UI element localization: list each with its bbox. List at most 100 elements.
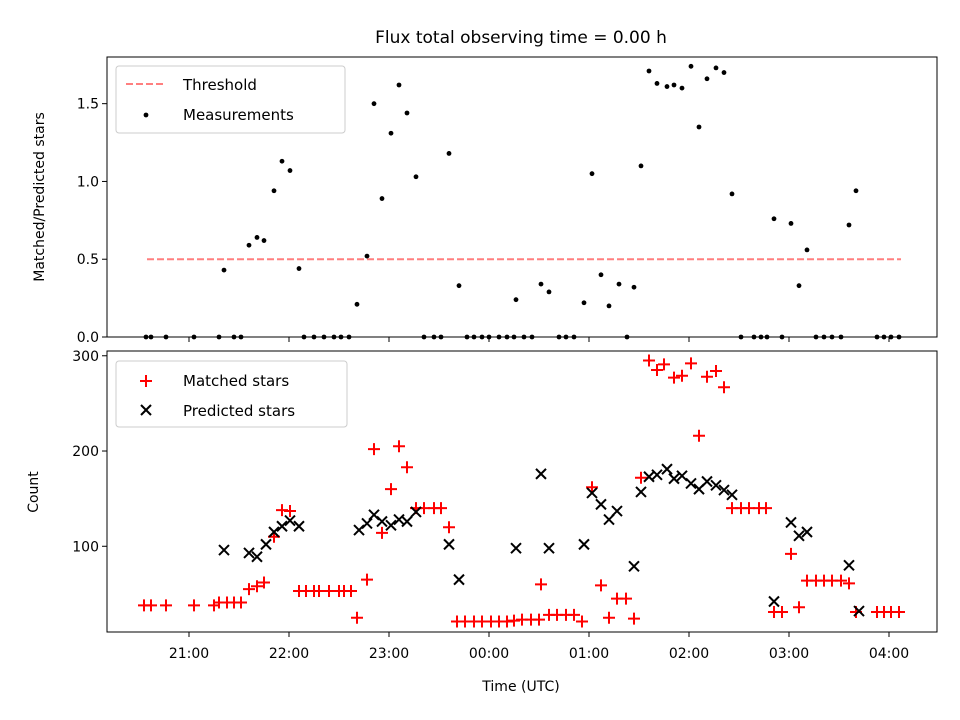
x-tick-label: 22:00 (269, 646, 309, 662)
matched-star-marker (576, 615, 588, 628)
predicted-star-marker (718, 484, 730, 496)
predicted-star-marker (793, 530, 805, 542)
predicted-legend-swatch (140, 404, 152, 416)
measurement-point (379, 196, 385, 201)
predicted-star-marker (385, 519, 397, 532)
measurement-point (606, 303, 612, 309)
matched-star-marker (435, 502, 447, 515)
predicted-star-marker (243, 547, 255, 559)
x-tick-label: 21:00 (169, 646, 209, 662)
measurement-point (688, 63, 694, 69)
matched-star-marker (658, 358, 670, 371)
predicted-star-marker (218, 544, 230, 556)
measurement-point (796, 283, 802, 289)
predicted-star-marker (785, 516, 797, 529)
predicted-star-marker (710, 479, 722, 492)
counts-legend: Matched stars Predicted stars (115, 360, 348, 428)
predicted-star-marker (843, 559, 855, 572)
predicted-star-marker (260, 538, 272, 551)
matched-star-marker (258, 576, 270, 589)
ratio-plot-frame (106, 56, 938, 338)
matched-star-marker (710, 365, 722, 378)
matched-star-marker (676, 369, 688, 382)
matched-star-marker (668, 371, 680, 384)
predicted-star-marker (276, 520, 288, 532)
matched-star-marker (351, 611, 363, 624)
measurement-point (246, 242, 252, 248)
ratio-y-axis: 0.0 0.5 1.0 1.5 (77, 97, 107, 346)
measurement-point (771, 216, 777, 222)
matched-star-marker (145, 599, 157, 612)
measurement-point (679, 85, 685, 91)
x-axis-label: Time (UTC) (481, 679, 559, 695)
predicted-star-marker (251, 551, 263, 563)
matched-star-marker (535, 578, 547, 591)
matched-star-marker (620, 592, 632, 605)
matched-star-marker (643, 354, 655, 367)
matched-star-marker (693, 429, 705, 442)
matched-star-marker (685, 357, 697, 370)
measurement-point (664, 84, 670, 89)
matched-star-marker (385, 483, 397, 496)
counts-plot-frame (106, 350, 938, 633)
predicted-star-marker (628, 560, 640, 572)
predicted-star-marker (268, 526, 280, 538)
counts-x-axis: 21:00 22:00 23:00 00:00 01:00 02:00 03:00 04:00 (169, 632, 909, 662)
predicted-star-marker (293, 520, 305, 532)
predicted-star-marker (578, 538, 590, 551)
predicted-star-marker (586, 487, 598, 499)
predicted-star-marker (443, 538, 455, 551)
counts-y-tick-label: 200 (72, 444, 99, 460)
predicted-star-marker (635, 486, 647, 498)
x-tick-label: 23:00 (369, 646, 409, 662)
predicted-star-marker (661, 463, 673, 475)
measurement-point (598, 272, 604, 278)
predicted-star-marker (535, 468, 547, 480)
measurement-point (804, 247, 810, 253)
measurement-point (671, 82, 677, 88)
matched-star-marker (718, 381, 730, 394)
counts-y-axis: 100 200 300 (72, 349, 107, 555)
matched-star-marker (785, 547, 797, 560)
measurement-point (287, 168, 293, 173)
matched-star-marker (401, 461, 413, 474)
counts-panel: 100 200 300 21:00 22:00 23:00 00:00 01:00 02:00… (26, 349, 938, 695)
measurement-point (296, 266, 302, 271)
measurement-point (788, 221, 794, 226)
measurement-point (456, 283, 462, 289)
matched-star-marker (835, 574, 847, 587)
threshold-legend-label: Threshold (182, 76, 257, 94)
measurement-point (396, 82, 402, 88)
counts-legend-box (115, 360, 348, 428)
matched-star-marker (776, 605, 788, 618)
measurement-point (446, 151, 452, 156)
measurement-point (616, 281, 622, 287)
matched-star-marker (651, 364, 663, 377)
ratio-y-tick-label: 1.5 (77, 97, 99, 113)
matched-star-marker (568, 608, 580, 621)
matched-star-marker (345, 585, 357, 598)
measurement-point (538, 281, 544, 287)
matched-star-marker (251, 580, 263, 593)
predicted-star-marker (453, 573, 465, 586)
measurement-point (546, 289, 552, 295)
matched-star-marker (368, 443, 380, 456)
counts-y-tick-label: 100 (72, 539, 99, 555)
measurement-point (654, 81, 660, 86)
measurement-point (646, 68, 652, 74)
chart-title: Flux total observing time = 0.00 h (375, 28, 667, 48)
matched-star-marker (760, 502, 772, 515)
x-tick-label: 04:00 (869, 646, 909, 662)
predicted-legend-label: Predicted stars (183, 402, 295, 420)
measurement-point (271, 188, 277, 194)
matched-star-marker (893, 605, 905, 618)
predicted-star-marker (651, 469, 663, 481)
measurement-point (221, 267, 227, 273)
predicted-star-marker (361, 517, 373, 530)
matched-star-marker (793, 601, 805, 614)
predicted-star-marker (376, 515, 388, 528)
matched-star-marker (628, 612, 640, 625)
predicted-star-marker (685, 477, 697, 490)
measurement-point (704, 76, 710, 82)
